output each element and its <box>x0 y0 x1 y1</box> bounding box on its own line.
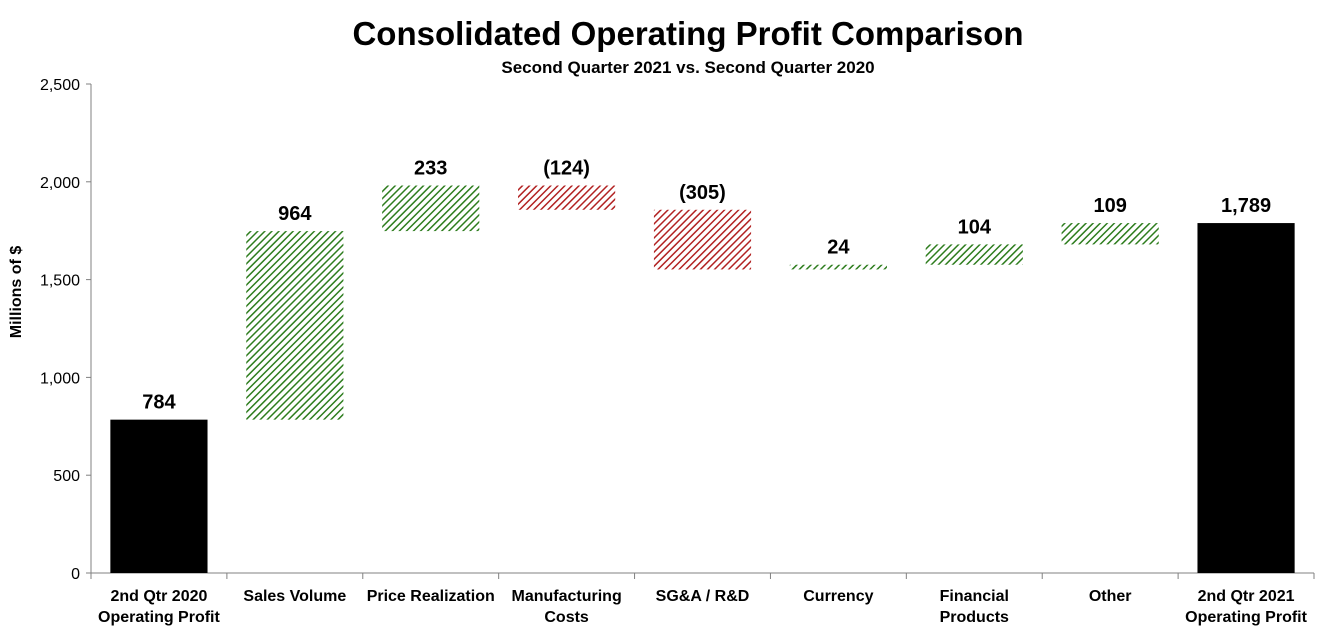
data-label: 24 <box>827 237 850 259</box>
category-label: SG&A / R&D <box>656 588 750 605</box>
increase-bar <box>789 264 887 270</box>
data-label: 1,789 <box>1221 195 1271 217</box>
data-label: (305) <box>679 182 726 204</box>
category-label: 2nd Qtr 2021 <box>1198 588 1295 605</box>
decrease-bar <box>518 185 616 210</box>
y-tick-label: 0 <box>71 566 80 583</box>
category-label: Currency <box>803 588 873 605</box>
chart-title: Consolidated Operating Profit Comparison <box>352 15 1023 52</box>
category-label: Other <box>1089 588 1132 605</box>
y-tick-label: 1,000 <box>40 370 80 387</box>
chart-subtitle: Second Quarter 2021 vs. Second Quarter 2… <box>501 58 874 77</box>
y-tick-label: 500 <box>53 468 80 485</box>
category-label: Products <box>940 609 1009 626</box>
data-label: 964 <box>278 203 312 225</box>
bars-group <box>110 185 1295 573</box>
total-bar <box>110 419 208 573</box>
increase-bar <box>925 244 1023 265</box>
category-labels-group: 2nd Qtr 2020 Operating Profit Sales Volume… <box>98 588 1308 626</box>
category-label: Operating Profit <box>1185 609 1307 626</box>
decrease-bar <box>653 209 752 270</box>
increase-bar <box>382 185 480 232</box>
category-label: Price Realization <box>367 588 495 605</box>
increase-bar <box>1061 223 1159 245</box>
data-label: (124) <box>543 158 590 180</box>
y-axis-label: Millions of $ <box>8 246 25 339</box>
data-label: 233 <box>414 158 447 180</box>
y-tick-label: 2,500 <box>40 77 80 94</box>
category-label: Sales Volume <box>243 588 346 605</box>
data-labels-group: 784 964 233 (124) (305) 24 104 109 1,789 <box>142 158 1271 414</box>
data-label: 784 <box>142 392 176 414</box>
category-label: Manufacturing <box>512 588 622 605</box>
data-label: 104 <box>958 216 992 238</box>
total-bar <box>1197 223 1295 573</box>
y-tick-label: 2,000 <box>40 175 80 192</box>
x-axis <box>90 572 1315 579</box>
category-label: Financial <box>940 588 1009 605</box>
data-label: 109 <box>1093 195 1126 217</box>
y-axis: 0 500 1,000 1,500 2,000 2,500 <box>40 77 92 583</box>
category-label: Operating Profit <box>98 609 220 626</box>
increase-bar <box>246 231 344 420</box>
category-label: Costs <box>544 609 589 626</box>
category-label: 2nd Qtr 2020 <box>110 588 207 605</box>
y-tick-label: 1,500 <box>40 273 80 290</box>
